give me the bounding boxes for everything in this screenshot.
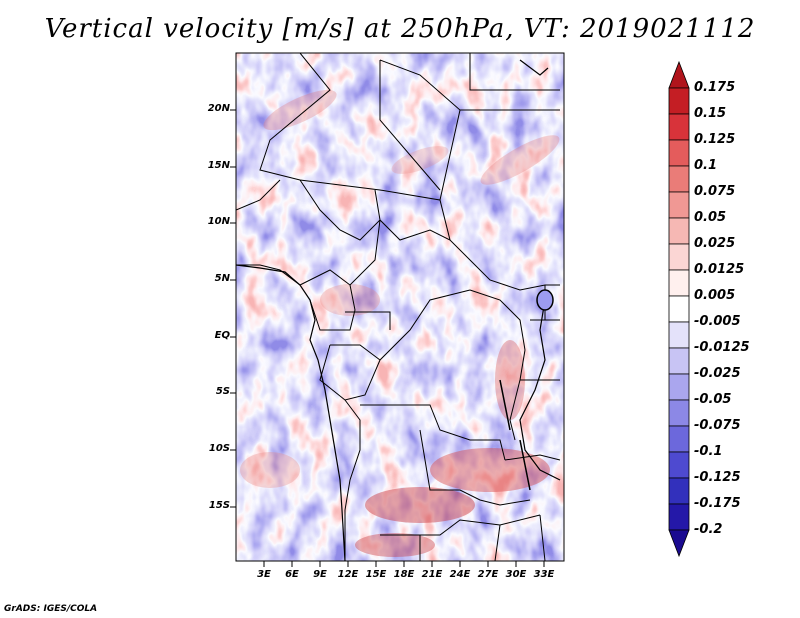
colorbar-segment [668,503,690,531]
country-borders [236,53,561,561]
colorbar-segment [668,191,690,219]
lat-label: 10S [208,443,230,454]
map-plot-area [230,52,565,567]
colorbar-label: -0.075 [694,418,741,433]
colorbar-segment [668,269,690,297]
colorbar-label: -0.025 [694,366,741,381]
lon-label: 12E [337,569,359,580]
colorbar-label: 0.15 [694,106,727,121]
lat-label: 15S [208,500,230,511]
lon-label: 30E [505,569,527,580]
colorbar-segment [668,139,690,167]
colorbar-segment [668,425,690,453]
lat-label: EQ [214,330,230,341]
lon-label: 6E [285,569,299,580]
colorbar-label: 0.05 [694,210,727,225]
colorbar-label: 0.005 [694,288,736,303]
colorbar-label: 0.0125 [694,262,745,277]
lon-label: 9E [313,569,327,580]
colorbar-segment [668,529,690,558]
colorbar-label: 0.125 [694,132,736,147]
lon-label: 15E [365,569,387,580]
colorbar-label: -0.005 [694,314,741,329]
axis-ticks [230,109,545,567]
vertical-velocity-field [236,53,564,561]
colorbar-label: -0.175 [694,496,741,511]
colorbar-label: -0.125 [694,470,741,485]
colorbar-label: 0.075 [694,184,736,199]
colorbar-segment [668,399,690,427]
colorbar-segment [668,113,690,141]
colorbar-segment [668,347,690,375]
lon-label: 18E [393,569,415,580]
colorbar-label: -0.1 [694,444,723,459]
grads-credit: GrADS: IGES/COLA [4,604,98,614]
coastline [236,59,561,561]
colorbar-segment [668,217,690,245]
colorbar-label: -0.2 [694,522,723,537]
colorbar-segment [668,295,690,323]
lat-label: 5N [214,273,230,284]
lat-label: 15N [207,160,230,171]
lakes [499,289,554,491]
colorbar-label: 0.025 [694,236,736,251]
lon-label: 3E [257,569,271,580]
lon-label: 21E [421,569,443,580]
lat-label: 10N [207,216,230,227]
colorbar-segment [668,477,690,505]
lon-label: 33E [533,569,555,580]
colorbar-segment [668,243,690,271]
colorbar-label: 0.1 [694,158,718,173]
colorbar-segment [668,165,690,193]
map-title: Vertical velocity [m/s] at 250hPa, VT: 2… [44,14,756,44]
lat-label: 20N [207,103,230,114]
colorbar-segment [668,321,690,349]
strong-ascent-patches [240,89,560,557]
colorbar-segment [668,451,690,479]
colorbar-label: -0.0125 [694,340,750,355]
colorbar-label: 0.175 [694,80,736,95]
lat-label: 5S [215,386,230,397]
lon-label: 27E [477,569,499,580]
map-frame [235,52,565,562]
colorbar-label: -0.05 [694,392,732,407]
colorbar-segment [668,373,690,401]
lon-label: 24E [449,569,471,580]
colorbar-segment [668,60,690,89]
colorbar-segment [668,87,690,115]
